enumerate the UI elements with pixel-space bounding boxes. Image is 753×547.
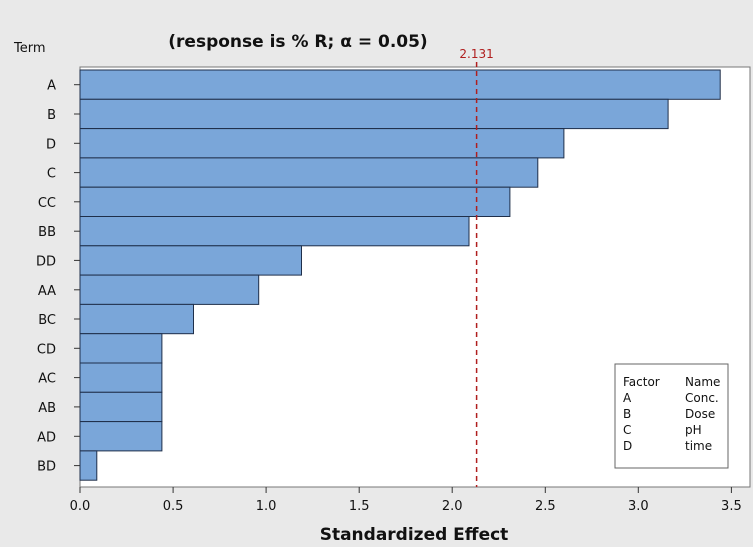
legend: Factor Name A Conc. B Dose C pH D time	[614, 363, 729, 469]
chart-subtitle: (response is % R; α = 0.05)	[168, 32, 427, 52]
bar-b	[79, 98, 669, 130]
x-tick-label: 1.5	[349, 499, 370, 514]
bar-ab	[79, 391, 163, 423]
category-label: C	[47, 167, 56, 182]
category-label: BB	[38, 225, 56, 240]
x-tick-label: 2.5	[535, 499, 556, 514]
bar-bb	[79, 216, 470, 247]
bar-c	[79, 157, 539, 188]
bar-aa	[79, 274, 260, 305]
category-label: DD	[36, 254, 56, 269]
bar-cc	[79, 186, 511, 217]
x-tick-label: 2.0	[442, 499, 463, 514]
category-label: A	[47, 79, 56, 94]
category-label: AB	[38, 401, 56, 416]
x-axis-label: Standardized Effect	[320, 525, 509, 545]
legend-name: Dose	[685, 407, 715, 421]
x-tick-label: 3.5	[721, 499, 742, 514]
x-tick-label: 0.0	[70, 499, 91, 514]
x-tick-label: 1.0	[256, 499, 277, 514]
category-label: AA	[38, 284, 56, 299]
bar-bc	[79, 303, 194, 335]
category-label: CC	[38, 196, 56, 211]
bar-cd	[79, 333, 163, 364]
reference-line-group: 2.131	[459, 47, 494, 487]
bar-ac	[79, 362, 163, 393]
legend-name: Conc.	[685, 391, 719, 405]
bar-d	[79, 128, 565, 159]
category-label: D	[46, 137, 56, 152]
legend-name: time	[685, 439, 712, 453]
bar-ad	[79, 421, 163, 452]
y-axis-label: Term	[13, 41, 46, 56]
x-tick-label: 3.0	[628, 499, 649, 514]
legend-factor: B	[623, 407, 631, 421]
critical-value-label: 2.131	[459, 47, 493, 61]
category-label: BC	[38, 313, 56, 328]
bar-a	[79, 69, 721, 100]
category-label: B	[47, 108, 56, 123]
legend-factor: C	[623, 423, 631, 437]
category-label: BD	[37, 460, 56, 475]
x-tick-label: 0.5	[163, 499, 184, 514]
category-label: AC	[38, 372, 56, 387]
legend-name: pH	[685, 423, 702, 437]
x-ticks: 0.0 0.5 1.0 1.5 2.0 2.5 3.0 3.5	[70, 487, 742, 514]
legend-factor: A	[623, 391, 632, 405]
bars-group	[79, 69, 721, 481]
category-label: AD	[37, 430, 56, 445]
legend-factor: Factor	[623, 375, 660, 389]
category-label: CD	[37, 342, 56, 357]
legend-box	[614, 363, 729, 469]
bar-dd	[79, 245, 302, 276]
legend-name: Name	[685, 375, 720, 389]
bar-bd	[79, 450, 98, 481]
legend-factor: D	[623, 439, 632, 453]
